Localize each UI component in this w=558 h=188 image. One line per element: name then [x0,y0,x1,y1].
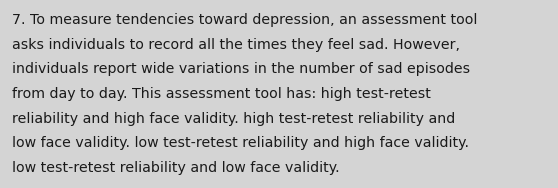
Text: individuals report wide variations in the number of sad episodes: individuals report wide variations in th… [12,62,470,76]
Text: low test-retest reliability and low face validity.: low test-retest reliability and low face… [12,161,340,175]
Text: reliability and high face validity. high test-retest reliability and: reliability and high face validity. high… [12,112,455,126]
Text: low face validity. low test-retest reliability and high face validity.: low face validity. low test-retest relia… [12,136,469,150]
Text: from day to day. This assessment tool has: high test-retest: from day to day. This assessment tool ha… [12,87,431,101]
Text: 7. To measure tendencies toward depression, an assessment tool: 7. To measure tendencies toward depressi… [12,13,478,27]
Text: asks individuals to record all the times they feel sad. However,: asks individuals to record all the times… [12,38,460,52]
